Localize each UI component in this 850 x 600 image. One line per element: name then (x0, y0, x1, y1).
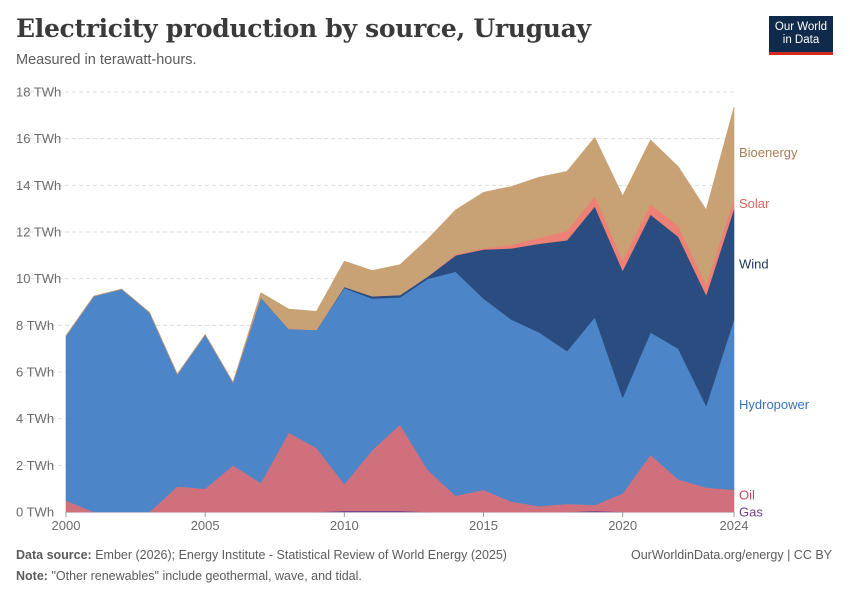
logo-line-1: Our World (774, 21, 828, 33)
area-bioenergy (65, 106, 735, 383)
source-url-link[interactable]: OurWorldinData.org/energy | CC BY (630, 548, 832, 562)
note-text: "Other renewables" include geothermal, w… (51, 569, 362, 583)
series-labels: Gas Oil Hydropower Wind Solar Bioenergy (739, 145, 810, 519)
data-source-label: Data source: (16, 548, 92, 562)
y-tick-label: 8 TWh (16, 318, 54, 333)
y-tick-label: 16 TWh (16, 131, 61, 146)
series-label-solar: Solar (739, 196, 770, 211)
data-source-text[interactable]: Ember (2026); Energy Institute - Statist… (95, 548, 507, 562)
owid-logo[interactable]: Our World in Data (769, 16, 833, 55)
x-tick-label: 2005 (191, 518, 220, 533)
chart-subtitle: Measured in terawatt-hours. (16, 52, 197, 68)
series-label-bioenergy: Bioenergy (739, 145, 798, 160)
chart-title: Electricity production by source, Urugua… (16, 14, 591, 43)
x-tick-label: 2010 (330, 518, 359, 533)
note-line: Note: "Other renewables" include geother… (16, 569, 362, 583)
note-label: Note: (16, 569, 48, 583)
y-tick-label: 2 TWh (16, 458, 54, 473)
x-axis: 2000 2005 2010 2015 2020 2024 (52, 512, 749, 533)
y-tick-label: 6 TWh (16, 365, 54, 380)
x-tick-label: 2000 (52, 518, 81, 533)
y-tick-label: 18 TWh (16, 85, 61, 100)
y-tick-label: 14 TWh (16, 178, 61, 193)
y-axis: 0 TWh 2 TWh 4 TWh 6 TWh 8 TWh 10 TWh 12 TWh 14 … (16, 85, 61, 520)
logo-line-2: in Data (782, 34, 820, 46)
x-tick-label: 2020 (608, 518, 637, 533)
y-tick-label: 4 TWh (16, 411, 54, 426)
series-label-hydropower: Hydropower (739, 397, 810, 412)
y-tick-label: 0 TWh (16, 505, 54, 520)
y-tick-label: 10 TWh (16, 271, 61, 286)
series-label-oil: Oil (739, 488, 755, 503)
series-label-wind: Wind (739, 257, 769, 272)
series-label-gas: Gas (739, 505, 763, 520)
data-source-line: Data source: Ember (2026); Energy Instit… (16, 548, 507, 562)
x-tick-label: 2024 (720, 518, 749, 533)
y-tick-label: 12 TWh (16, 225, 61, 240)
area-series (65, 106, 735, 513)
x-tick-label: 2015 (469, 518, 498, 533)
